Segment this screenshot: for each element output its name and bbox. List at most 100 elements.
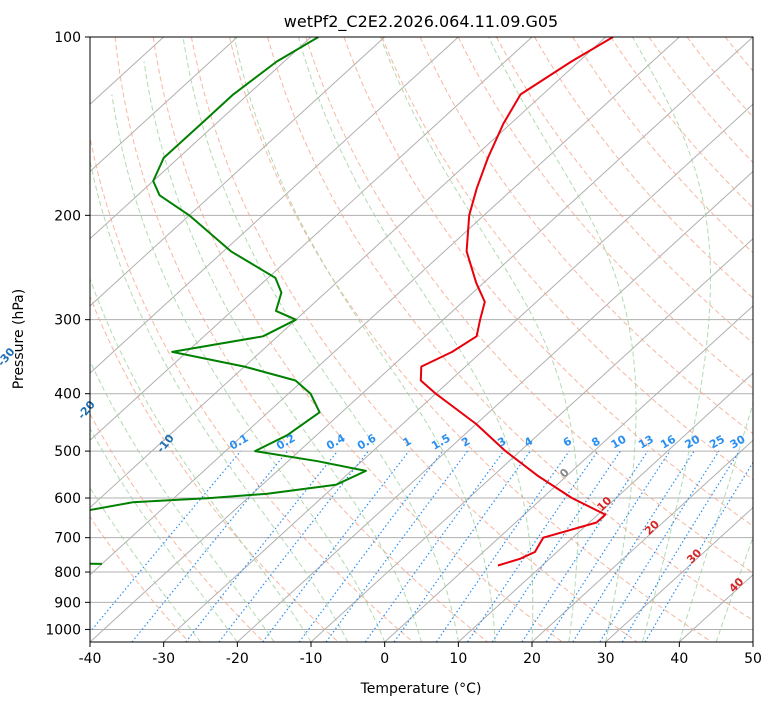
mixing-ratio-line [435, 450, 570, 642]
moist-adiabat [715, 535, 753, 642]
mixing-ratio-label: 1 [401, 435, 414, 450]
mixing-ratio-label: 0.4 [324, 431, 348, 452]
mixing-ratio-line [621, 450, 740, 642]
x-tick-label: -30 [152, 651, 175, 667]
temperature-profile [419, 37, 614, 567]
moist-adiabat [90, 277, 312, 642]
dry-adiabat [724, 37, 753, 72]
mixing-ratio-line [325, 450, 468, 642]
mixing-ratio-label: 6 [561, 434, 574, 449]
moist-adiabat [297, 37, 534, 642]
y-tick-label: 200 [54, 208, 81, 224]
dry-adiabat [114, 37, 488, 642]
y-tick-label: 1000 [45, 622, 81, 638]
y-tick-label: 500 [54, 444, 81, 460]
moist-adiabat [143, 61, 422, 642]
mixing-ratio-label: 16 [658, 432, 678, 451]
moist-adiabat [488, 37, 637, 642]
mixing-ratio-line [466, 450, 599, 642]
moist-adiabat-label: 30 [684, 546, 704, 566]
mixing-ratio-line [364, 450, 505, 642]
mixing-ratio-line [298, 450, 444, 642]
dry-adiabat [648, 37, 753, 164]
x-tick-label: -40 [79, 651, 102, 667]
x-axis-label: Temperature (°C) [360, 681, 482, 697]
dry-adiabat [763, 37, 775, 642]
y-axis: 1000 900 800 700 600 500 400 300 200 100 [45, 30, 90, 638]
dry-adiabat-label: -10 [154, 432, 177, 456]
x-tick-label: -20 [226, 651, 249, 667]
mixing-ratio-label: 0.1 [227, 432, 250, 453]
moist-adiabat [678, 401, 753, 642]
moist-adiabat [90, 486, 201, 642]
moist-adiabat-label: 20 [642, 517, 662, 537]
mixing-ratio-label: 30 [728, 432, 748, 451]
mixing-ratio-label: 1.5 [429, 432, 452, 453]
mixing-ratio-line [90, 450, 242, 633]
dry-adiabat [190, 37, 638, 642]
isotherm [90, 37, 238, 173]
moist-adiabat [90, 427, 238, 642]
mixing-ratio-line [545, 450, 671, 642]
isotherm [90, 37, 607, 509]
isotherm [236, 170, 753, 642]
x-tick-label: 30 [597, 651, 615, 667]
background-lines [90, 37, 775, 642]
moist-adiabat [111, 94, 386, 642]
mixing-ratio-line [599, 450, 720, 642]
y-tick-label: 900 [54, 595, 81, 611]
mixing-ratio-line [131, 450, 289, 642]
isotherm [90, 37, 386, 307]
moist-adiabat [380, 37, 579, 642]
moist-adiabat [182, 37, 459, 642]
mixing-ratio-label: 13 [636, 433, 656, 452]
x-tick-label: 50 [744, 651, 762, 667]
isotherm [752, 641, 753, 642]
dry-adiabat [381, 37, 753, 481]
y-tick-label: 800 [54, 565, 81, 581]
isotherm [90, 37, 680, 576]
dry-adiabat [343, 37, 753, 527]
mixing-ratio-label: 0.2 [274, 432, 297, 453]
isotherm [90, 37, 459, 374]
y-tick-label: 600 [54, 491, 81, 507]
dry-adiabat [152, 37, 563, 642]
plot-frame [89, 36, 754, 643]
dry-adiabat [267, 37, 753, 622]
isotherm [90, 37, 533, 442]
dry-adiabat [572, 37, 753, 254]
chart-title: wetPf2_C2E2.2026.064.11.09.G05 [284, 12, 558, 32]
dry-adiabat [686, 37, 753, 118]
y-tick-label: 100 [54, 30, 81, 46]
x-tick-label: 0 [380, 651, 389, 667]
dry-adiabat [90, 295, 339, 642]
mixing-ratio-line [491, 450, 621, 642]
y-tick-label: 400 [54, 387, 81, 403]
x-tick-label: 10 [449, 651, 467, 667]
moist-adiabat [632, 37, 711, 642]
y-axis-label: Pressure (hPa) [11, 289, 27, 389]
isotherm [90, 37, 312, 240]
y-tick-label: 700 [54, 531, 81, 547]
x-tick-label: -10 [300, 651, 323, 667]
x-tick-label: 20 [523, 651, 541, 667]
mixing-ratio-line [393, 450, 531, 642]
mixing-ratio-label: 8 [589, 435, 602, 450]
isotherm [457, 372, 753, 642]
y-tick-label: 300 [54, 313, 81, 329]
dry-adiabat [90, 135, 414, 642]
moist-adiabat [233, 37, 496, 642]
x-tick-label: 40 [670, 651, 688, 667]
isotherm [163, 103, 753, 642]
dry-adiabat [534, 37, 753, 299]
mixing-ratio-line [185, 450, 339, 642]
isotherm [384, 305, 753, 642]
mixing-ratio-line [572, 450, 695, 642]
mixing-ratio-label: 25 [707, 433, 727, 452]
isotherm [605, 506, 753, 642]
moist-adiabat [90, 158, 349, 642]
dewpoint-profile [90, 37, 367, 565]
profiles [90, 37, 614, 567]
moist-adiabat-label: 40 [726, 575, 746, 595]
